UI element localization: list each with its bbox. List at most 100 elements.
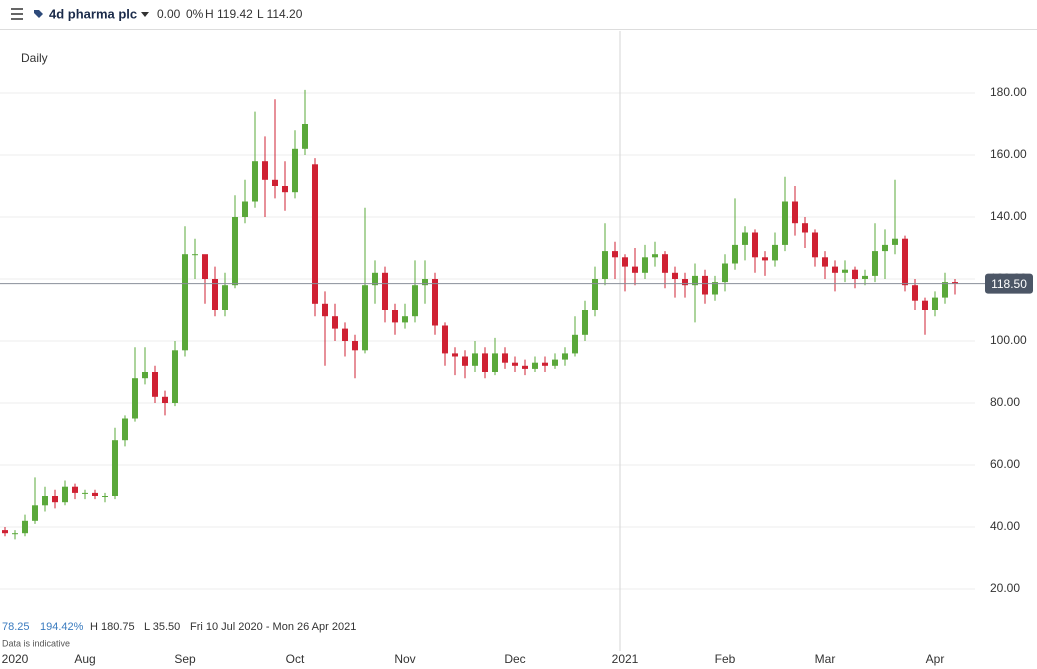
candle-body	[312, 164, 318, 304]
candle-body	[272, 179, 278, 186]
candle-body	[612, 251, 618, 258]
candle-body	[152, 372, 158, 397]
x-tick-label: Nov	[394, 652, 415, 666]
candle-body	[182, 254, 188, 351]
candle-body	[192, 254, 198, 256]
candle-body	[392, 310, 398, 323]
x-tick-label: Aug	[74, 652, 95, 666]
footer-range: Fri 10 Jul 2020 - Mon 26 Apr 2021	[190, 621, 356, 633]
candle-body	[742, 232, 748, 245]
candle-body	[232, 217, 238, 286]
candle-body	[222, 285, 228, 310]
candle-body	[812, 232, 818, 258]
candle-body	[762, 257, 768, 261]
candle-body	[162, 396, 168, 403]
candle-body	[592, 279, 598, 310]
candle-body	[22, 520, 28, 534]
candle-body	[92, 492, 98, 496]
candle-body	[642, 257, 648, 273]
candle-body	[952, 282, 958, 284]
candle-body	[212, 279, 218, 310]
candle-body	[422, 279, 428, 286]
menu-icon[interactable]	[11, 8, 23, 20]
candle-body	[572, 334, 578, 354]
session-low: L 114.20	[257, 7, 303, 21]
y-tick-label: 40.00	[990, 519, 1020, 533]
candle-body	[542, 362, 548, 366]
footer-note: Data is indicative	[2, 638, 70, 648]
candle-body	[142, 372, 148, 379]
candle-body	[442, 325, 448, 354]
candle-body	[772, 244, 778, 261]
y-tick-label: 180.00	[990, 85, 1027, 99]
x-tick-label: Oct	[286, 652, 305, 666]
candle-body	[502, 353, 508, 363]
candle-body	[802, 223, 808, 233]
candle-body	[702, 275, 708, 295]
candle-body	[492, 353, 498, 372]
candle-body	[462, 356, 468, 366]
last-price-label: 118.50	[991, 277, 1027, 291]
candle-body	[132, 378, 138, 419]
candle-body	[782, 201, 788, 245]
candle-body	[922, 300, 928, 310]
x-tick-label: Apr	[926, 652, 945, 666]
candle-body	[52, 496, 58, 503]
candle-body	[632, 266, 638, 273]
candle-body	[32, 505, 38, 521]
candle-body	[102, 496, 108, 497]
candle-body	[522, 365, 528, 369]
instrument-name[interactable]: 4d pharma plc	[49, 6, 137, 21]
footer-pct: 194.42%	[40, 621, 84, 633]
candle-body	[12, 533, 18, 535]
candle-body	[722, 263, 728, 283]
candle-body	[302, 124, 308, 149]
candle-body	[342, 328, 348, 341]
candle-body	[652, 254, 658, 258]
candle-body	[842, 269, 848, 273]
y-tick-label: 140.00	[990, 209, 1027, 223]
x-tick-label: Dec	[504, 652, 525, 666]
change: 0.00	[157, 7, 181, 21]
dropdown-arrow[interactable]	[141, 12, 149, 17]
candle-body	[282, 186, 288, 193]
last-price-badge	[985, 273, 1033, 294]
grid	[0, 31, 975, 651]
change-pct: 0%	[186, 7, 204, 21]
candle-body	[792, 201, 798, 224]
candle-body	[732, 244, 738, 264]
candle-body	[902, 238, 908, 286]
candle-body	[42, 496, 48, 506]
candle-body	[622, 257, 628, 267]
candle-body	[562, 353, 568, 360]
candle-body	[322, 303, 328, 317]
candle-body	[402, 316, 408, 323]
footer-price: 78.25	[2, 621, 30, 633]
x-tick-label: 2020	[2, 652, 29, 666]
candle-body	[2, 530, 8, 534]
candle-body	[672, 272, 678, 279]
candle-body	[882, 244, 888, 252]
x-tick-label: 2021	[612, 652, 639, 666]
candle-body	[372, 272, 378, 286]
candle-body	[942, 282, 948, 298]
candle-body	[172, 350, 178, 403]
candle-body	[482, 353, 488, 372]
y-tick-label: 60.00	[990, 457, 1020, 471]
candle-body	[862, 275, 868, 279]
candle-body	[932, 297, 938, 310]
candle-body	[712, 282, 718, 295]
candle-body	[82, 492, 88, 494]
candle-body	[452, 353, 458, 357]
candle-body	[362, 285, 368, 351]
candle-body	[352, 341, 358, 351]
candle-body	[202, 254, 208, 279]
y-tick-label: 20.00	[990, 581, 1020, 595]
candle-body	[602, 251, 608, 279]
interval[interactable]: Daily	[21, 51, 48, 65]
candle-body	[532, 362, 538, 369]
candle-body	[692, 275, 698, 286]
x-tick-label: Mar	[815, 652, 836, 666]
candle-body	[662, 254, 668, 273]
